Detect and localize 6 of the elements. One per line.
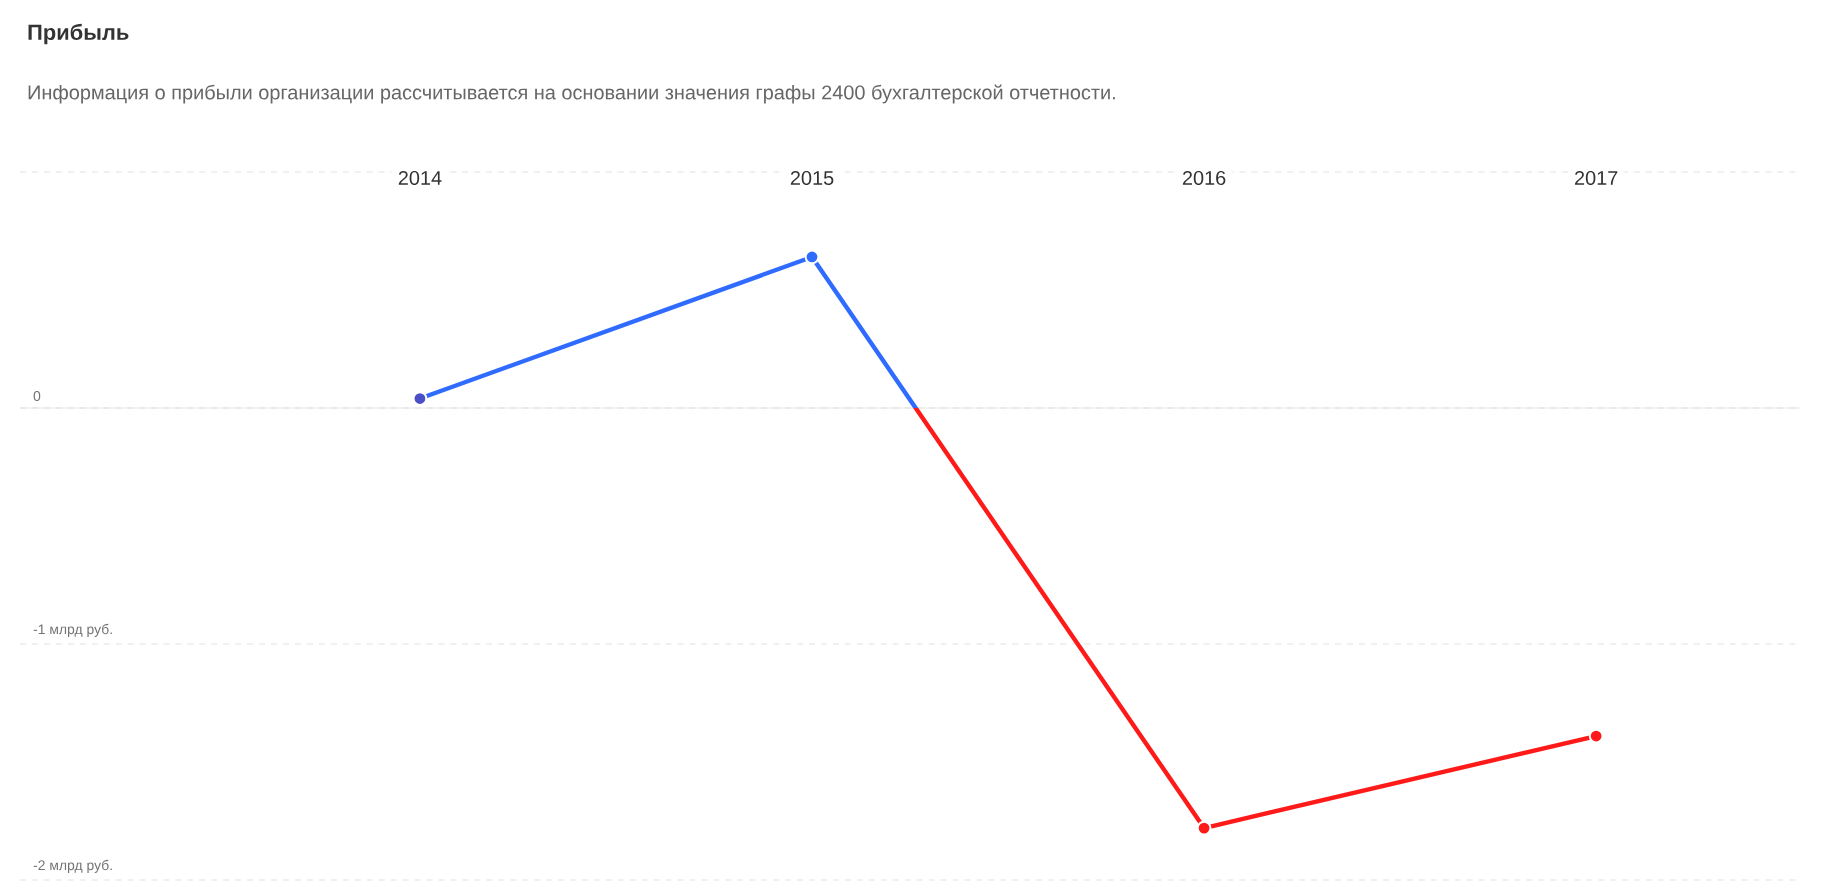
x-tick-label: 2016 (1182, 170, 1226, 186)
chart-title: Прибыль (28, 23, 129, 45)
x-tick-label: 2014 (398, 170, 442, 186)
chart-subtitle: Информация о прибыли организации рассчитывается на основании значения графы 2400 бухгалтерской отчетности. (28, 84, 1115, 104)
x-tick-label: 2017 (1574, 170, 1618, 186)
x-tick-label: 2015 (790, 170, 834, 186)
